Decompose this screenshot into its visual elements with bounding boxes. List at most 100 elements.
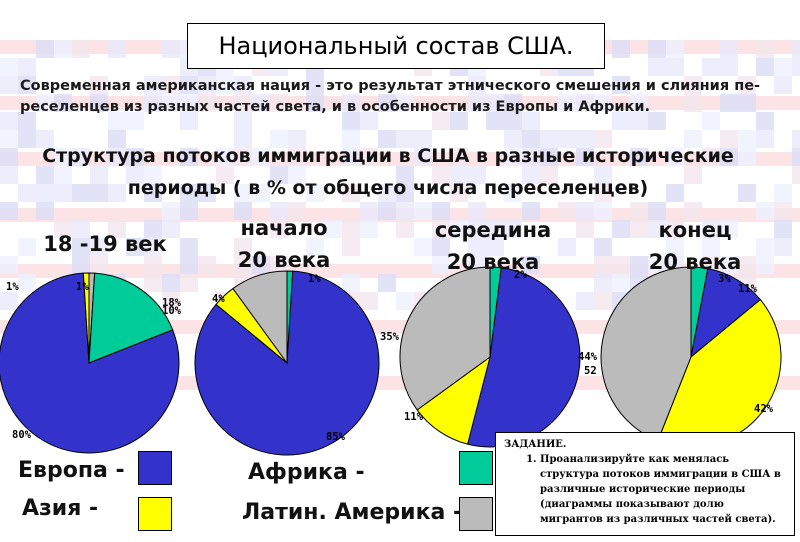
bg-check [378,184,396,202]
bg-check [54,148,72,166]
bg-check [504,148,522,166]
bg-check [288,148,306,166]
bg-check [378,202,396,220]
bg-check [702,148,720,166]
bg-check [630,202,648,220]
bg-check [720,58,738,76]
bg-check [54,220,72,238]
bg-check [180,256,198,274]
bg-check [342,130,360,148]
bg-check [144,184,162,202]
bg-check [36,130,54,148]
bg-check [162,94,180,112]
pie-data-label: 44% [578,351,598,363]
bg-check [54,166,72,184]
bg-check [756,58,774,76]
period-title-early-20-line1: начало [240,216,328,240]
bg-check [738,130,756,148]
pie-data-label: 1% [6,281,19,293]
bg-check [108,148,126,166]
bg-check [198,76,216,94]
bg-check [0,58,18,76]
bg-check [756,40,774,58]
bg-check [666,148,684,166]
bg-check [468,202,486,220]
bg-check [396,130,414,148]
bg-check [18,274,36,292]
bg-check [342,184,360,202]
bg-check [630,148,648,166]
bg-check [684,166,702,184]
bg-check [756,238,774,256]
bg-check [594,184,612,202]
bg-check [612,274,630,292]
bg-check [72,40,90,58]
bg-check [432,202,450,220]
bg-check [0,130,18,148]
page-title: Национальный состав США. [187,23,605,69]
legend-swatch-europe [138,451,172,485]
bg-check [486,112,504,130]
bg-check [306,94,324,112]
task-list: Проанализируйте как менялась структура п… [504,452,786,527]
bg-check [72,184,90,202]
bg-check [414,130,432,148]
bg-check [162,292,180,310]
bg-check [90,76,108,94]
bg-check [180,94,198,112]
bg-check [144,220,162,238]
bg-check [630,256,648,274]
bg-check [648,220,666,238]
bg-check [360,220,378,238]
bg-check [576,202,594,220]
bg-check [486,220,504,238]
bg-check [270,94,288,112]
bg-check [144,274,162,292]
bg-check [594,94,612,112]
bg-check [540,166,558,184]
bg-check [0,256,18,274]
bg-check [0,166,18,184]
bg-check [432,166,450,184]
bg-check [666,220,684,238]
pie-data-label: 85% [326,431,346,443]
bg-check [720,220,738,238]
bg-check [288,202,306,220]
bg-check [180,112,198,130]
bg-check [18,130,36,148]
bg-check [324,220,342,238]
bg-check [684,202,702,220]
pie-slice-asia [82,272,90,364]
pie-data-label: 52 [584,365,597,377]
bg-check [774,76,792,94]
bg-check [432,256,450,274]
period-title-late-20-line2: 20 века [648,250,742,274]
bg-check [720,256,738,274]
bg-check [378,274,396,292]
bg-check [774,238,792,256]
bg-check [126,166,144,184]
bg-check [450,166,468,184]
bg-check [774,220,792,238]
bg-check [342,238,360,256]
bg-check [738,76,756,94]
bg-check [90,166,108,184]
bg-check [72,148,90,166]
bg-check [576,94,594,112]
pie-data-label: 1% [308,273,321,285]
task-item: Проанализируйте как менялась структура п… [540,452,786,527]
bg-check [162,274,180,292]
bg-check [720,94,738,112]
bg-check [504,220,522,238]
bg-check [504,94,522,112]
bg-check [450,184,468,202]
bg-check [252,256,270,274]
bg-check [792,130,800,148]
bg-check [558,130,576,148]
legend-swatch-asia [138,497,172,531]
bg-check [234,112,252,130]
bg-check [234,76,252,94]
bg-check [216,76,234,94]
pie-data-label: 2% [514,269,527,281]
